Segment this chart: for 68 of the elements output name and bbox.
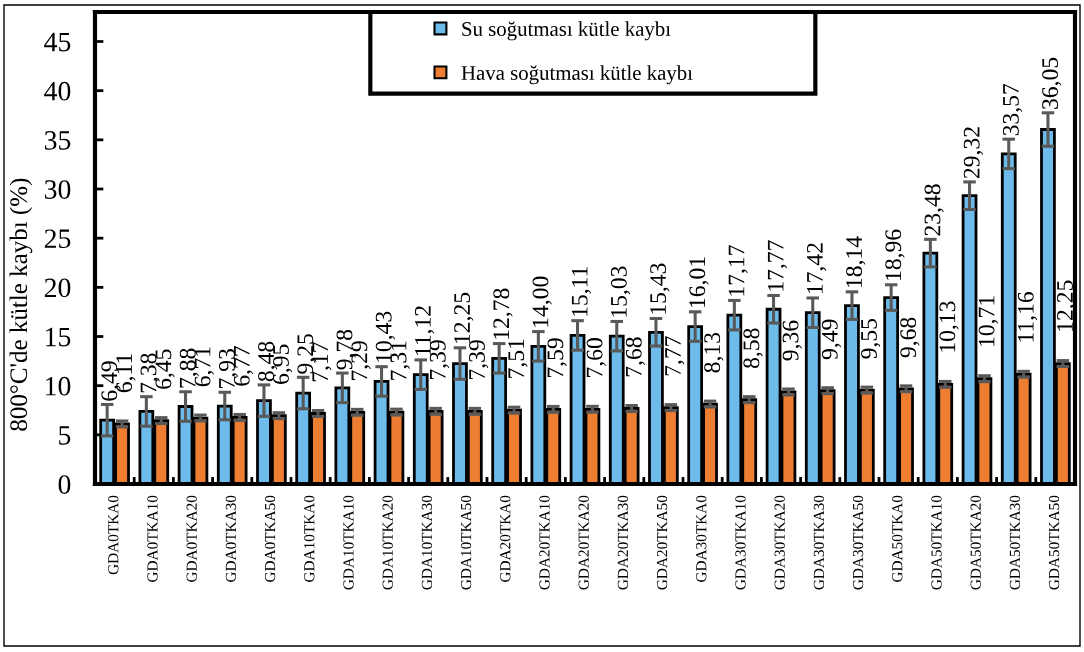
data-label: 8,13 [704,332,724,373]
data-label: 11,16 [1017,292,1038,342]
x-tick-label: GDA20TKA50 [656,495,668,590]
x-tick-label: GDA20TKA0 [500,495,511,582]
y-tick-label: 10 [46,376,71,396]
x-tick-label: GDA0TKA0 [108,495,119,575]
data-label: 12,78 [493,288,513,339]
x-tick-label: GDA10TKA50 [460,495,472,590]
data-label: 17,17 [728,245,748,296]
data-label: 7,77 [665,336,685,376]
x-tick-label: GDA0TKA20 [186,495,197,582]
data-label: 33,57 [1002,83,1023,136]
x-tick-label: GDA50TKA0 [892,495,903,582]
x-tick-label: GDA50TKA20 [970,495,981,590]
y-tick-label: 30 [44,180,71,199]
x-tick-label: GDA10TKA30 [421,495,433,590]
x-tick-label: GDA20TKA10 [539,495,550,590]
y-axis-title: 800°C'de kütle kaybı (%) [9,178,33,431]
y-tick-label: 20 [44,278,71,298]
data-label: 8,58 [743,328,763,368]
data-label: 17,77 [767,240,788,291]
x-tick-label: GDA50TKA30 [1009,495,1021,590]
x-tick-label: GDA10TKA10 [343,495,354,590]
x-tick-label: GDA30TKA10 [735,495,746,590]
x-tick-label: GDA0TKA10 [147,495,158,582]
x-tick-label: GDA30TKA30 [813,495,825,590]
data-label: 9,55 [861,318,881,359]
y-tick-label: 15 [46,327,71,347]
data-label: 10,13 [939,301,959,352]
data-label: 18,96 [885,229,905,280]
y-tick-label: 45 [44,32,71,52]
data-label: 9,68 [900,317,920,358]
data-label: 9,49 [821,319,842,360]
y-tick-label: 0 [58,475,71,494]
x-tick-label: GDA20TKA20 [578,495,589,590]
data-label: 29,32 [963,127,984,179]
data-label: 7,60 [586,338,606,377]
data-label: 36,05 [1042,57,1062,109]
legend-label: Su soğutması kütle kaybı [462,21,671,41]
y-tick-label: 25 [44,229,71,249]
x-tick-label: GDA20TKA30 [617,495,629,590]
data-label: 17,42 [806,243,827,294]
data-label: 7,59 [547,338,567,378]
x-tick-label: GDA50TKA10 [931,495,942,590]
data-label: 15,03 [610,266,631,317]
data-label: 15,43 [650,263,670,314]
x-tick-label: GDA30TKA50 [852,495,864,590]
data-label: 23,48 [924,184,944,236]
x-tick-label: GDA30TKA20 [774,495,785,590]
x-tick-label: GDA30TKA0 [696,495,707,582]
y-tick-label: 5 [59,426,71,445]
x-tick-label: GDA0TKA30 [225,495,237,582]
x-tick-label: GDA10TKA0 [304,495,315,582]
data-label: 7,51 [508,339,528,378]
data-label: 7,68 [625,337,646,377]
data-label: 15,11 [571,267,592,316]
data-label: 9,36 [782,320,802,361]
data-label: 10,71 [978,296,998,346]
data-label: 18,14 [846,236,866,287]
x-tick-label: GDA50TKA50 [1048,495,1060,590]
data-label: 16,01 [689,257,709,307]
x-tick-label: GDA10TKA20 [382,495,393,590]
y-tick-label: 40 [44,81,71,101]
y-tick-label: 35 [44,131,71,150]
legend-label: Hava soğutması kütle kaybı [461,65,693,85]
x-tick-label: GDA0TKA50 [264,495,276,582]
data-label: 14,00 [532,276,552,327]
data-label: 12,25 [1057,280,1077,331]
